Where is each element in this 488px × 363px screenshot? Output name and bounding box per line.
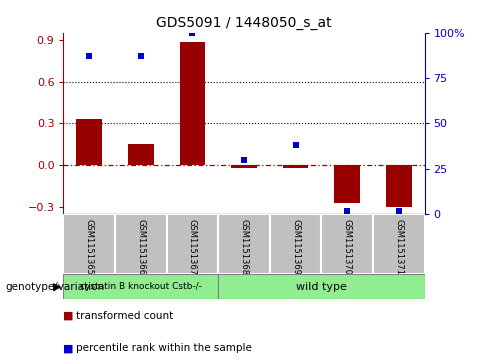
Text: GSM1151369: GSM1151369	[291, 219, 300, 275]
Bar	[76, 119, 102, 165]
Text: GSM1151368: GSM1151368	[240, 219, 248, 275]
Text: ■: ■	[63, 343, 74, 354]
Bar	[218, 214, 270, 274]
Text: GSM1151371: GSM1151371	[394, 219, 403, 275]
Text: GSM1151367: GSM1151367	[188, 219, 197, 275]
Bar	[115, 214, 166, 274]
Title: GDS5091 / 1448050_s_at: GDS5091 / 1448050_s_at	[156, 16, 332, 30]
Bar	[218, 274, 425, 299]
Bar	[180, 42, 205, 165]
Bar	[270, 214, 322, 274]
Text: cystatin B knockout Cstb-/-: cystatin B knockout Cstb-/-	[80, 282, 202, 291]
Text: ■: ■	[63, 311, 74, 321]
Bar	[334, 165, 360, 203]
Text: ▶: ▶	[53, 282, 61, 292]
Bar	[373, 214, 425, 274]
Text: wild type: wild type	[296, 282, 347, 292]
Bar	[63, 274, 218, 299]
Bar	[386, 165, 412, 207]
Text: transformed count: transformed count	[76, 311, 173, 321]
Bar	[283, 165, 308, 168]
Bar	[166, 214, 218, 274]
Text: GSM1151370: GSM1151370	[343, 219, 352, 275]
Bar	[128, 144, 154, 165]
Bar	[231, 165, 257, 168]
Text: genotype/variation: genotype/variation	[5, 282, 104, 292]
Text: GSM1151366: GSM1151366	[136, 219, 145, 275]
Text: GSM1151365: GSM1151365	[85, 219, 94, 275]
Bar	[63, 214, 115, 274]
Bar	[322, 214, 373, 274]
Text: percentile rank within the sample: percentile rank within the sample	[76, 343, 251, 354]
